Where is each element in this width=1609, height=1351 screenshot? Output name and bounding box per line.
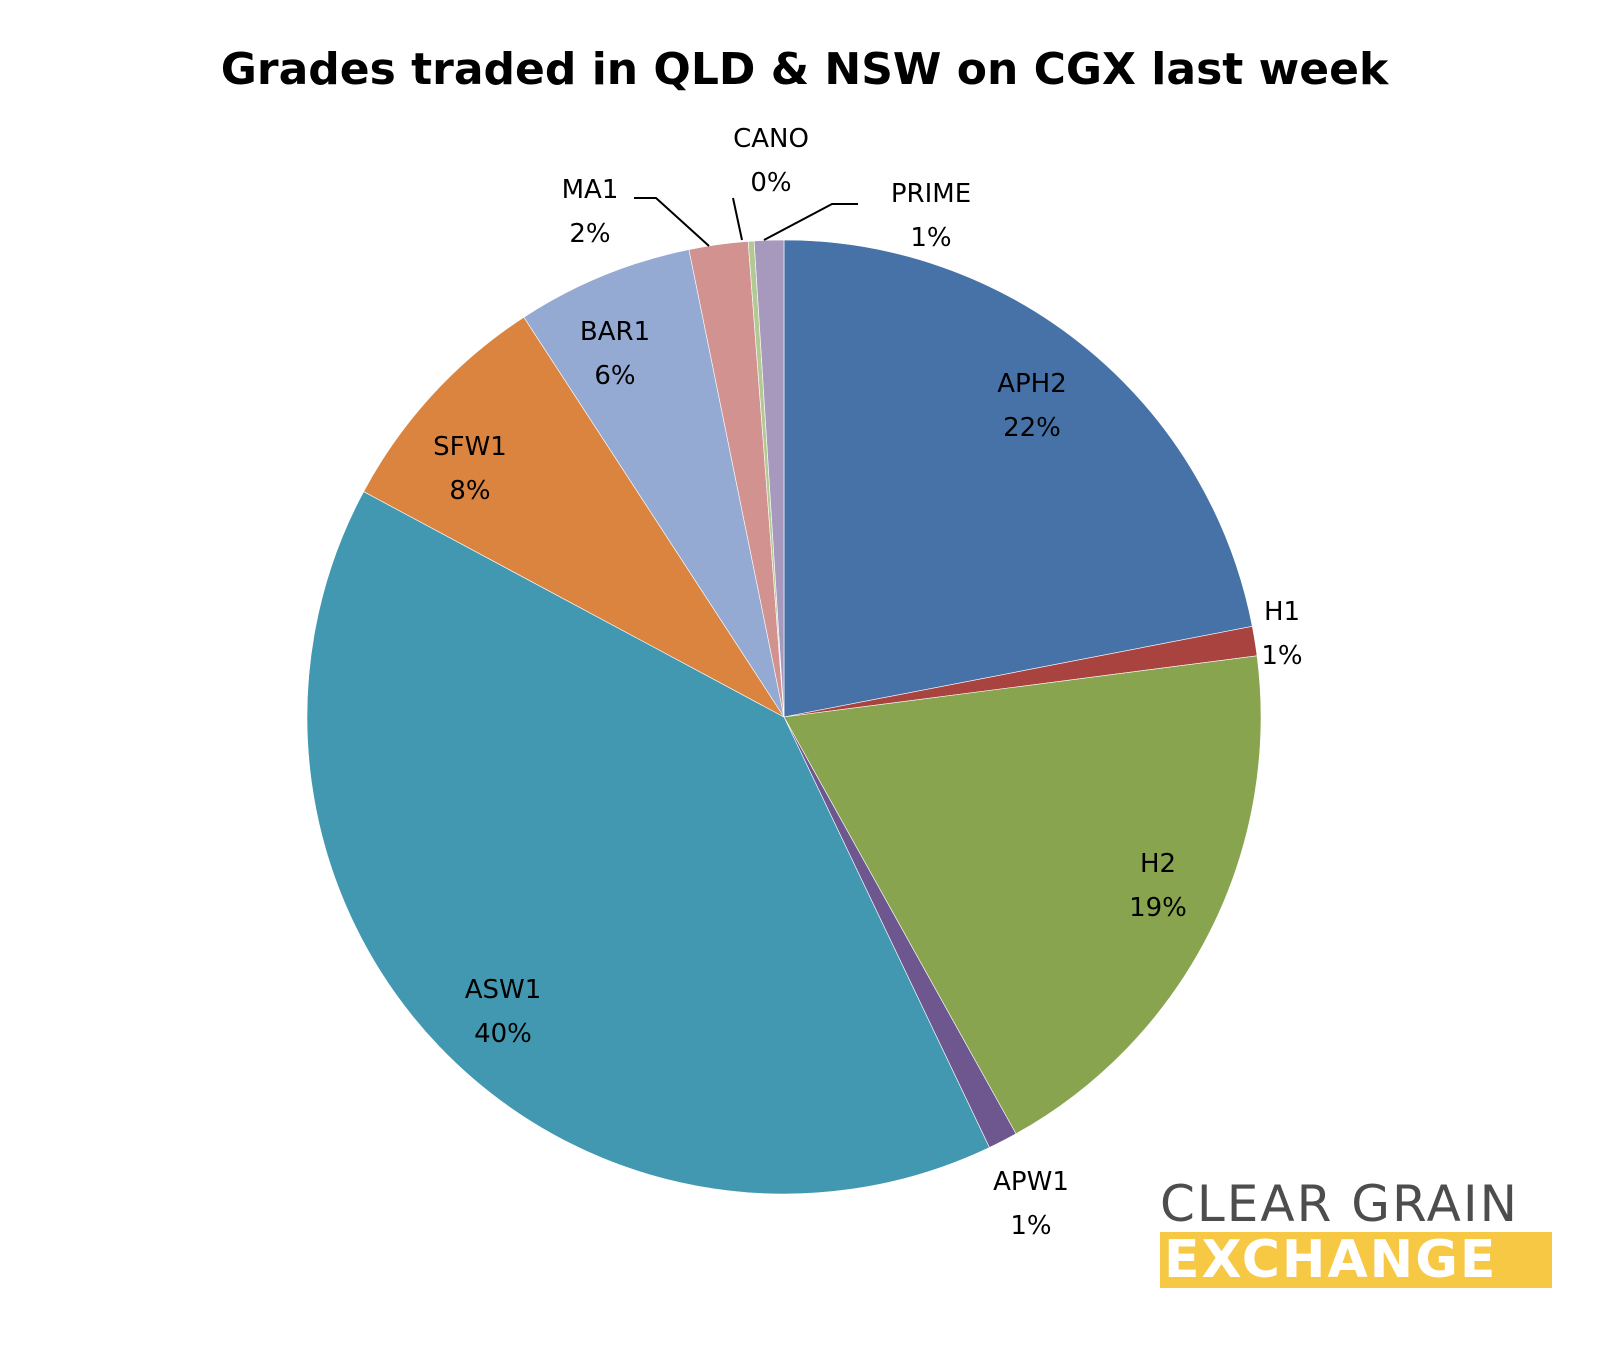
pie-slices (306, 239, 1262, 1195)
slice-label-h1: H1 (1264, 597, 1300, 627)
slice-percent-cano: 0% (750, 168, 791, 198)
clear-grain-exchange-logo: CLEAR GRAIN EXCHANGE (1160, 1178, 1552, 1288)
chart-title: Grades traded in QLD & NSW on CGX last w… (220, 44, 1389, 95)
slice-label-asw1: ASW1 (465, 975, 542, 1005)
slice-percent-asw1: 40% (474, 1019, 532, 1049)
pie-slice-aph2 (783, 239, 1253, 718)
slice-label-ma1: MA1 (562, 175, 619, 205)
slice-label-aph2: APH2 (997, 369, 1067, 399)
pie-slice-h2 (783, 655, 1262, 1135)
pie-slice-prime (753, 239, 785, 718)
slice-percent-aph2: 22% (1003, 413, 1061, 443)
slice-labels: APH2 22% H1 1% H2 19% APW1 1% ASW1 40% SFW1 8% BAR1 6… (433, 124, 1302, 1241)
slice-percent-bar1: 6% (594, 361, 635, 391)
slice-percent-h2: 19% (1129, 893, 1187, 923)
slice-percent-prime: 1% (910, 223, 951, 253)
slice-percent-h1: 1% (1261, 641, 1302, 671)
slice-label-cano: CANO (733, 124, 809, 154)
slice-label-prime: PRIME (891, 179, 971, 209)
pie-slice-sfw1 (363, 316, 785, 718)
leader-line-prime (763, 203, 858, 241)
logo-line-exchange: EXCHANGE (1160, 1232, 1552, 1288)
slice-label-sfw1: SFW1 (433, 432, 507, 462)
slice-percent-ma1: 2% (569, 219, 610, 249)
leader-lines (634, 197, 858, 247)
slice-percent-sfw1: 8% (449, 476, 490, 506)
leader-line-ma1 (634, 197, 710, 247)
slice-percent-apw1: 1% (1010, 1211, 1051, 1241)
slice-label-h2: H2 (1140, 849, 1176, 879)
leader-line-cano (732, 197, 743, 241)
logo-line-clear-grain: CLEAR GRAIN (1160, 1175, 1520, 1233)
slice-label-apw1: APW1 (993, 1167, 1069, 1197)
pie-slice-bar1 (523, 249, 785, 718)
slice-label-bar1: BAR1 (580, 317, 650, 347)
pie-slice-asw1 (306, 491, 990, 1195)
